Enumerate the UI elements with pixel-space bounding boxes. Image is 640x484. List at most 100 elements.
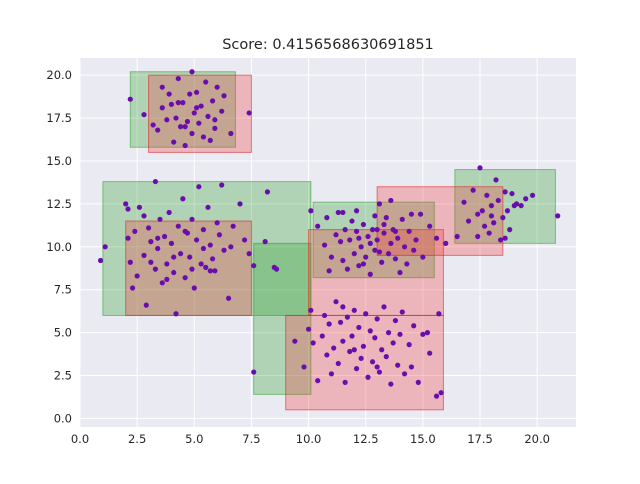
data-point [408,364,415,370]
y-tick-label: 12.5 [46,197,72,211]
data-point [367,328,373,334]
data-point [495,197,501,204]
data-point [392,317,399,324]
data-point [504,208,511,214]
data-point [251,263,257,269]
x-tick-label: 17.5 [467,432,493,446]
data-point [209,256,216,262]
data-point [221,93,227,99]
data-point [191,110,197,116]
data-point [127,259,133,265]
data-point [401,244,408,250]
data-point [321,312,328,319]
data-point [212,125,218,131]
data-point [177,124,184,130]
data-point [196,120,202,126]
data-point [454,233,460,240]
data-point [189,266,195,272]
data-point [351,347,357,353]
data-point [374,227,380,233]
data-point [392,256,399,262]
data-point [484,192,490,198]
data-point [381,230,387,236]
data-point [479,208,485,214]
data-point [397,269,403,276]
data-point [488,203,495,209]
data-point [310,340,316,346]
data-point [125,235,131,241]
x-tick-label: 0.0 [71,432,89,446]
data-point [335,209,341,216]
data-point [216,232,223,238]
data-point [406,228,412,234]
data-point [385,251,392,257]
data-point [182,124,188,130]
data-point [353,366,360,372]
data-point [335,360,341,367]
data-point [143,302,149,308]
data-point [363,254,369,260]
data-point [351,251,357,257]
data-point [360,221,367,228]
data-point [155,245,161,252]
x-tick-label: 7.5 [242,432,260,446]
data-point [424,330,431,336]
data-point [182,142,188,149]
y-tick-label: 0.0 [54,411,72,425]
data-point [164,117,170,123]
data-point [369,227,376,233]
data-point [491,220,497,226]
data-point [193,105,200,111]
data-point [189,130,195,137]
points [97,69,561,399]
data-point [365,233,371,240]
data-point [433,235,440,241]
data-point [200,227,207,233]
green-box [454,169,556,244]
data-point [353,208,360,214]
data-point [328,254,335,260]
data-point [358,244,364,250]
data-point [347,348,353,355]
data-point [351,307,357,313]
data-point [502,189,508,195]
data-point [493,177,499,183]
data-point [333,299,339,305]
data-point [166,209,172,216]
data-point [180,196,186,202]
data-point [175,100,181,106]
data-point [157,216,163,222]
data-point [228,244,234,250]
tick-labels: 0.0 2.5 5.0 7.5 10.0 12.5 15.0 17.5 20.0 0.0 2.5 5.… [46,68,550,446]
data-point [397,331,403,337]
data-point [376,369,383,375]
data-point [136,204,143,210]
data-point [340,209,346,216]
red-box [376,186,504,256]
data-point [438,390,444,396]
data-point [381,221,387,228]
data-point [344,314,351,320]
x-tick-label: 2.5 [128,432,146,446]
data-point [342,227,348,233]
data-point [383,354,389,360]
data-point [372,247,378,253]
data-point [184,118,191,125]
data-point [465,218,472,224]
data-point [337,319,344,325]
data-point [411,247,417,253]
data-point [477,165,483,171]
data-point [212,268,218,274]
data-point [388,381,394,387]
data-point [356,263,362,269]
data-point [461,199,467,205]
data-point [301,364,307,370]
data-point [518,203,524,209]
grid [79,58,576,427]
data-point [399,216,405,222]
data-point [177,251,184,257]
data-point [383,215,389,221]
data-point [381,304,387,310]
data-point [340,338,346,344]
